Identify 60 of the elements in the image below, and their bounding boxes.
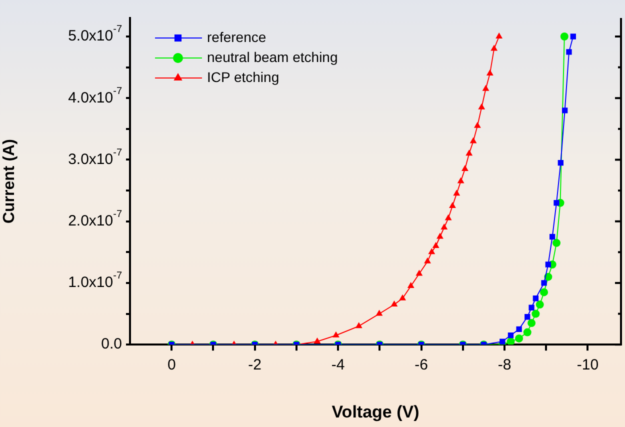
point	[528, 304, 534, 310]
y-axis-title: Current (A)	[1, 139, 18, 224]
point	[524, 314, 530, 320]
point	[449, 202, 456, 208]
point	[528, 319, 536, 328]
point	[432, 242, 440, 248]
point	[550, 234, 556, 240]
point	[390, 300, 398, 307]
point	[416, 270, 423, 276]
x-tick-label: -2	[248, 356, 262, 374]
x-tick-label: 0	[167, 356, 176, 374]
point	[532, 296, 539, 302]
point	[482, 84, 490, 91]
point	[515, 334, 524, 342]
point	[428, 248, 436, 254]
point	[457, 177, 464, 184]
point	[399, 294, 406, 300]
point	[560, 32, 568, 40]
point	[424, 257, 431, 264]
point	[558, 160, 564, 166]
point	[552, 238, 561, 247]
x-tick-label: -10	[576, 356, 599, 374]
point	[545, 262, 552, 268]
point	[355, 322, 362, 328]
x-tick-label: -4	[331, 356, 345, 374]
point	[486, 69, 494, 76]
legend-label: reference	[207, 28, 266, 45]
x-tick-label: -6	[414, 356, 428, 374]
point	[332, 331, 340, 338]
point	[490, 44, 498, 51]
point	[566, 49, 572, 55]
point	[314, 338, 321, 344]
point	[462, 164, 468, 171]
y-tick-label: 0.0	[101, 336, 122, 353]
point	[474, 122, 481, 128]
point	[506, 338, 515, 345]
point	[444, 214, 452, 220]
point	[466, 150, 473, 156]
point	[554, 200, 560, 206]
point	[540, 288, 548, 296]
x-tick-label: -8	[498, 356, 512, 374]
point	[523, 328, 532, 336]
point	[453, 190, 460, 196]
point	[470, 137, 477, 144]
x-axis-title: Voltage (V)	[332, 402, 420, 422]
point	[440, 224, 448, 230]
point	[496, 32, 503, 38]
legend-label: ICP etching	[207, 68, 280, 85]
legend-label: neutral beam etching	[207, 48, 338, 65]
point	[407, 282, 414, 288]
point	[570, 34, 576, 40]
point	[536, 300, 544, 309]
point	[562, 108, 568, 114]
point	[532, 310, 540, 318]
point	[516, 326, 522, 332]
point	[478, 103, 486, 110]
point	[541, 280, 547, 286]
point	[508, 332, 514, 338]
point	[376, 310, 383, 316]
point	[436, 232, 444, 239]
